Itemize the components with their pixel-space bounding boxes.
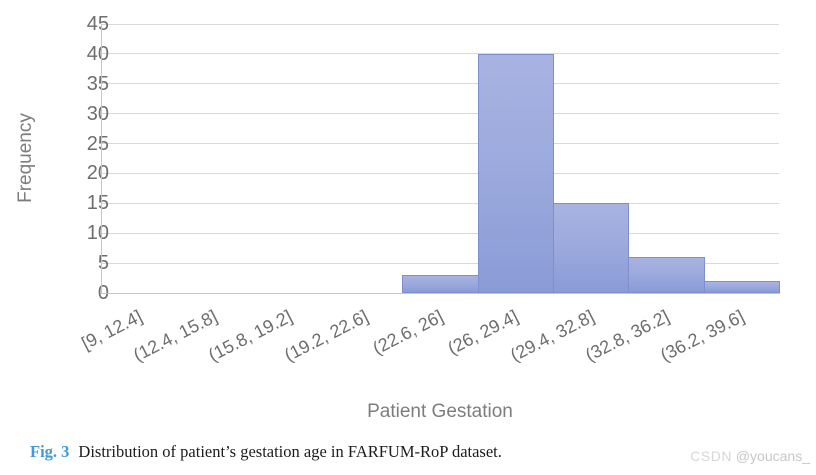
gridline	[101, 172, 779, 174]
watermark-handle: @youcans_	[735, 448, 810, 464]
y-axis-line	[101, 24, 102, 294]
figure-caption-text: Distribution of patient’s gestation age …	[78, 442, 502, 461]
y-axis-tick-label: 45	[86, 13, 109, 35]
gridline	[101, 83, 779, 85]
y-axis-title: Frequency	[15, 113, 36, 203]
figure-caption: Fig. 3 Distribution of patient’s gestatio…	[30, 442, 670, 462]
y-axis-tick-label: 35	[86, 72, 109, 95]
watermark-brand: CSDN	[690, 448, 732, 464]
histogram-bar	[402, 275, 479, 293]
y-axis-tick-label: 0	[97, 282, 109, 304]
x-axis-tick-label: (32.8, 36.2]	[582, 306, 673, 366]
histogram-bar	[553, 203, 630, 293]
x-axis-title: Patient Gestation	[367, 401, 513, 422]
x-axis-tick-label: (12.4, 15.8]	[130, 306, 221, 366]
gridline	[101, 23, 779, 25]
gridline	[101, 262, 779, 264]
y-axis-tick-label: 40	[86, 42, 109, 65]
gridline	[101, 232, 779, 234]
gridline	[101, 53, 779, 55]
x-axis-line	[101, 293, 780, 294]
histogram-bar	[477, 53, 554, 293]
x-axis-tick-label: (29.4, 32.8]	[506, 306, 597, 366]
gridline	[101, 143, 779, 145]
x-axis-tick-label: (22.6, 26]	[369, 306, 447, 359]
x-axis-tick-label: (15.8, 19.2]	[205, 306, 296, 366]
y-axis-tick-label: 5	[97, 252, 109, 275]
gridline	[101, 202, 779, 204]
figure-caption-label: Fig. 3	[30, 442, 70, 461]
y-axis-tick-label: 20	[86, 162, 109, 185]
gridline	[101, 113, 779, 115]
x-axis-tick-label: (19.2, 22.6]	[280, 306, 371, 366]
watermark: CSDN @youcans_	[690, 448, 810, 464]
y-axis-tick-label: 10	[86, 222, 109, 245]
y-axis-tick-label: 25	[86, 132, 109, 155]
x-axis-tick-label: (36.2, 39.6]	[657, 306, 748, 366]
y-axis-tick-label: 30	[86, 102, 109, 125]
histogram-bar	[628, 257, 705, 293]
y-axis-tick-label: 15	[86, 192, 109, 215]
histogram-bar	[703, 281, 780, 293]
